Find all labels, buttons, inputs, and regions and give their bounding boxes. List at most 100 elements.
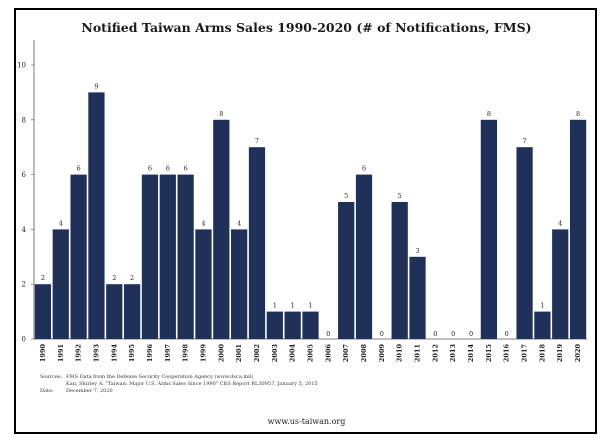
- bar-1990: [34, 284, 52, 339]
- x-tick-label-2016: 2016: [503, 344, 511, 363]
- x-tick-label-2011: 2011: [414, 344, 422, 362]
- x-tick-label-2020: 2020: [574, 344, 582, 363]
- bar-1996: [141, 174, 159, 339]
- x-tick-label-2009: 2009: [378, 344, 386, 363]
- data-label-2010: 5: [398, 192, 402, 200]
- x-tick-label-2007: 2007: [342, 344, 350, 362]
- data-label-2014: 0: [469, 330, 473, 338]
- x-tick-label-2017: 2017: [521, 344, 529, 362]
- x-tick-label-2006: 2006: [324, 344, 332, 363]
- x-tick-label-1993: 1993: [92, 344, 100, 363]
- data-label-1999: 4: [201, 219, 205, 227]
- bar-2011: [409, 256, 426, 339]
- data-label-2007: 5: [344, 192, 348, 200]
- x-tick-label-2010: 2010: [396, 344, 404, 363]
- sources-line-2: Kan, Shirley A. "Taiwan: Major U.S. Arms…: [66, 381, 318, 387]
- date-value: December 7, 2020: [66, 388, 113, 394]
- x-tick-label-2019: 2019: [556, 344, 564, 363]
- bar-1992: [70, 174, 87, 339]
- data-label-2006: 0: [326, 330, 330, 338]
- bar-1995: [123, 284, 141, 339]
- data-label-1990: 2: [41, 274, 45, 282]
- data-label-2020: 8: [576, 110, 580, 118]
- x-tick-label-1998: 1998: [182, 344, 190, 363]
- data-label-1997: 6: [166, 165, 170, 173]
- chart-frame: [14, 8, 597, 434]
- x-tick-label-2000: 2000: [217, 344, 225, 363]
- bar-2001: [231, 229, 248, 339]
- x-tick-label-2012: 2012: [431, 344, 439, 362]
- x-tick-label-2013: 2013: [449, 344, 457, 363]
- data-label-2002: 7: [255, 137, 259, 145]
- x-tick-label-2002: 2002: [253, 344, 261, 362]
- data-label-2005: 1: [308, 302, 312, 310]
- bar-2019: [552, 229, 569, 339]
- data-label-2013: 0: [451, 330, 455, 338]
- data-label-2003: 1: [273, 302, 277, 310]
- date-label: Date:: [40, 388, 54, 394]
- x-tick-label-1997: 1997: [164, 344, 172, 362]
- data-label-2019: 4: [558, 219, 562, 227]
- y-tick-label: 0: [22, 336, 26, 344]
- x-tick-label-1996: 1996: [146, 344, 154, 363]
- y-tick-label: 8: [22, 116, 26, 124]
- sources-line-1: FMS Data from the Defense Security Coope…: [66, 374, 254, 380]
- bar-2007: [338, 202, 355, 339]
- data-label-2018: 1: [540, 302, 544, 310]
- bar-2010: [391, 202, 408, 339]
- bar-2003: [266, 311, 283, 339]
- bar-2005: [302, 311, 319, 339]
- data-label-1994: 2: [112, 274, 116, 282]
- bar-1998: [177, 174, 194, 339]
- data-label-2016: 0: [505, 330, 509, 338]
- data-label-1995: 2: [130, 274, 134, 282]
- bar-2020: [569, 119, 587, 339]
- x-tick-label-2014: 2014: [467, 344, 475, 363]
- data-label-2015: 8: [487, 110, 491, 118]
- sources-label: Sources:: [40, 374, 63, 380]
- x-tick-label-2008: 2008: [360, 344, 368, 363]
- x-tick-label-2004: 2004: [289, 344, 297, 363]
- data-label-2011: 3: [415, 247, 419, 255]
- bar-2008: [355, 174, 373, 339]
- data-label-2017: 7: [522, 137, 526, 145]
- x-tick-label-1999: 1999: [199, 344, 207, 363]
- data-label-2012: 0: [433, 330, 437, 338]
- data-label-1993: 9: [94, 82, 98, 90]
- bar-1991: [52, 229, 69, 339]
- bar-2004: [284, 311, 301, 339]
- y-tick-label: 2: [22, 281, 26, 289]
- data-label-1991: 4: [59, 219, 63, 227]
- bar-1997: [159, 174, 176, 339]
- x-tick-label-1994: 1994: [110, 344, 118, 363]
- bar-2002: [248, 147, 266, 339]
- data-label-2008: 6: [362, 165, 366, 173]
- x-tick-label-2005: 2005: [307, 344, 315, 363]
- x-tick-label-1990: 1990: [39, 344, 47, 363]
- data-label-1998: 6: [184, 165, 188, 173]
- data-label-1996: 6: [148, 165, 152, 173]
- chart-title: Notified Taiwan Arms Sales 1990-2020 (# …: [81, 20, 532, 35]
- x-tick-label-2003: 2003: [271, 344, 279, 363]
- bar-2018: [534, 311, 551, 339]
- y-tick-label: 6: [22, 171, 27, 179]
- x-tick-label-2015: 2015: [485, 344, 493, 363]
- footer-url: www.us-taiwan.org: [267, 417, 346, 426]
- x-tick-label-1991: 1991: [57, 344, 65, 362]
- bar-2017: [516, 147, 533, 339]
- x-tick-label-1992: 1992: [75, 344, 83, 362]
- x-tick-label-2001: 2001: [235, 344, 243, 362]
- data-label-2004: 1: [291, 302, 295, 310]
- x-tick-label-2018: 2018: [538, 344, 546, 363]
- data-label-1992: 6: [77, 165, 81, 173]
- data-label-2009: 0: [380, 330, 384, 338]
- bar-2000: [213, 119, 230, 339]
- y-tick-label: 4: [22, 226, 27, 234]
- bar-1999: [195, 229, 212, 339]
- x-tick-label-1995: 1995: [128, 344, 136, 363]
- data-label-2001: 4: [237, 219, 241, 227]
- bar-2015: [480, 119, 498, 339]
- bar-1994: [106, 284, 123, 339]
- data-label-2000: 8: [219, 110, 223, 118]
